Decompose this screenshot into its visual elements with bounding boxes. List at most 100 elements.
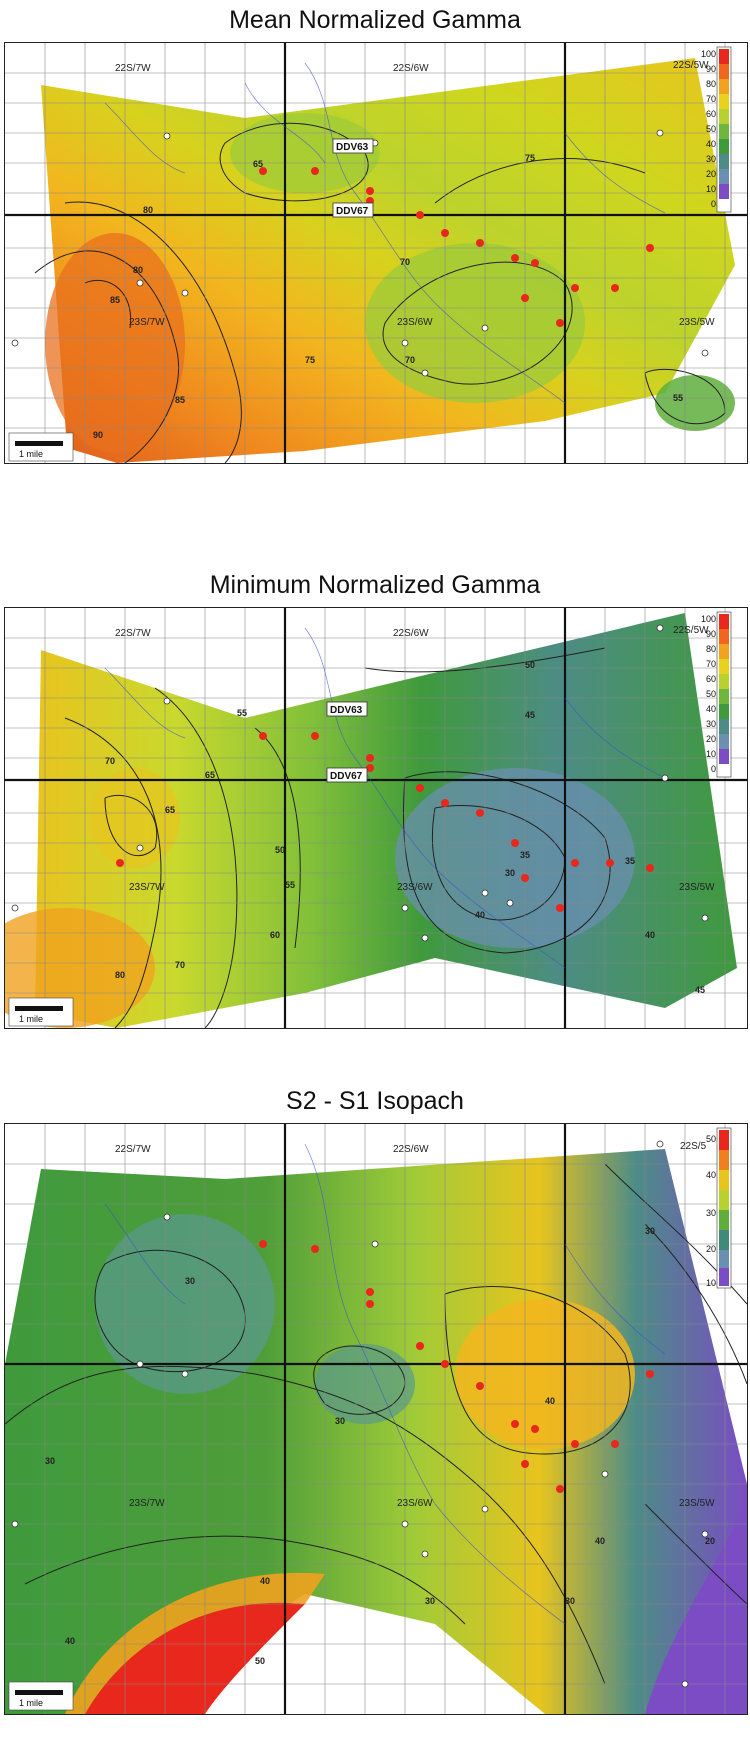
svg-text:60: 60 [706,674,716,684]
section-grid [5,608,747,1028]
isopach-surface [5,1149,747,1714]
township-label: 22S/7W [115,628,151,639]
svg-text:45: 45 [695,985,705,995]
township-label: 22S/5W [673,625,709,636]
township-label: 22S/5W [673,60,709,71]
contour-lines [64,647,611,1028]
svg-text:45: 45 [525,710,535,720]
svg-text:20: 20 [706,169,716,179]
svg-text:65: 65 [165,805,175,815]
svg-text:100: 100 [701,614,716,624]
township-label: 22S/7W [115,63,151,74]
svg-text:75: 75 [305,355,315,365]
legend: 50 40 30 20 10 [706,1127,732,1289]
svg-text:50: 50 [706,1134,716,1144]
svg-text:40: 40 [545,1396,555,1406]
map-mean-gamma: 22S/7W 22S/6W 22S/5W 23S/7W 23S/6W 23S/5… [4,42,748,464]
panel-title: Minimum Normalized Gamma [209,571,541,599]
legend: 100 90 80 70 60 50 40 30 20 10 0 [701,46,732,213]
svg-text:0: 0 [711,199,716,209]
svg-text:40: 40 [645,930,655,940]
township-label: 23S/6W [397,317,433,328]
svg-text:1 mile: 1 mile [19,1014,43,1024]
map-canvas: 22S/7W 22S/6W 22S/5W 23S/7W 23S/6W 23S/5… [5,43,747,463]
svg-text:90: 90 [706,629,716,639]
low-zone [365,243,585,403]
svg-text:90: 90 [706,64,716,74]
svg-text:70: 70 [405,355,415,365]
township-label: 22S/6W [393,1144,429,1155]
svg-text:70: 70 [175,960,185,970]
township-label: 23S/5W [679,1498,715,1509]
township-lines [5,1124,747,1714]
svg-text:50: 50 [275,845,285,855]
svg-text:30: 30 [706,1208,716,1218]
svg-text:40: 40 [595,1536,605,1546]
well-label: DDV67 [330,771,363,782]
svg-text:40: 40 [475,910,485,920]
svg-text:30: 30 [425,1596,435,1606]
township-label: 23S/5W [679,882,715,893]
township-lines [5,43,747,463]
svg-text:55: 55 [237,708,247,718]
svg-text:40: 40 [260,1576,270,1586]
svg-text:70: 70 [706,659,716,669]
panel-mean-gamma: Mean Normalized Gamma [0,0,750,470]
svg-text:20: 20 [705,1536,715,1546]
svg-text:80: 80 [706,644,716,654]
svg-text:35: 35 [625,856,635,866]
well-label: DDV63 [336,142,369,153]
svg-text:20: 20 [706,734,716,744]
svg-text:85: 85 [175,395,185,405]
svg-text:90: 90 [93,430,103,440]
svg-text:0: 0 [711,764,716,774]
scale-bar: 1 mile [8,432,74,462]
low-zone [645,1504,747,1714]
streams [104,627,666,969]
svg-text:40: 40 [65,1636,75,1646]
township-label: 22S/6W [393,63,429,74]
legend: 100 90 80 70 60 50 40 30 20 10 0 [701,611,732,778]
streams [104,1143,666,1625]
svg-text:50: 50 [255,1656,265,1666]
svg-text:10: 10 [706,184,716,194]
township-lines [5,608,747,1028]
contour-labels: 30 35 35 40 40 45 45 50 50 55 55 60 65 6… [105,660,705,995]
svg-text:70: 70 [706,94,716,104]
svg-text:30: 30 [45,1456,55,1466]
svg-text:35: 35 [520,850,530,860]
svg-text:30: 30 [185,1276,195,1286]
high-zone [85,1602,305,1714]
svg-text:80: 80 [115,970,125,980]
well-markers [259,1240,654,1493]
svg-text:50: 50 [706,124,716,134]
svg-text:65: 65 [205,770,215,780]
control-points [11,624,709,942]
township-label: 23S/7W [129,1498,165,1509]
svg-text:80: 80 [133,265,143,275]
svg-text:70: 70 [400,257,410,267]
svg-text:30: 30 [565,1596,575,1606]
panel-min-gamma: Minimum Normalized Gamma [0,565,750,1035]
svg-text:60: 60 [706,109,716,119]
svg-text:40: 40 [706,704,716,714]
high-zone [90,768,180,868]
svg-text:1 mile: 1 mile [19,1698,43,1708]
control-points [11,1140,709,1688]
section-grid [5,1124,747,1714]
panel-title: S2 - S1 Isopach [286,1087,464,1115]
svg-text:40: 40 [706,1170,716,1180]
control-points [11,129,709,377]
map-canvas: 22S/7W 22S/6W 22S/5 23S/7W 23S/6W 23S/5W… [5,1124,747,1714]
scale-bar: 1 mile [8,1681,74,1711]
svg-text:55: 55 [673,393,683,403]
contour-labels: 55 65 70 70 75 75 80 80 85 85 90 [93,153,683,440]
township-label: 22S/6W [393,628,429,639]
svg-text:1 mile: 1 mile [19,449,43,459]
svg-text:30: 30 [706,719,716,729]
svg-text:40: 40 [706,139,716,149]
map-isopach: 22S/7W 22S/6W 22S/5 23S/7W 23S/6W 23S/5W… [4,1123,748,1715]
township-label: 23S/7W [129,317,165,328]
svg-text:50: 50 [525,660,535,670]
township-label: 22S/7W [115,1144,151,1155]
